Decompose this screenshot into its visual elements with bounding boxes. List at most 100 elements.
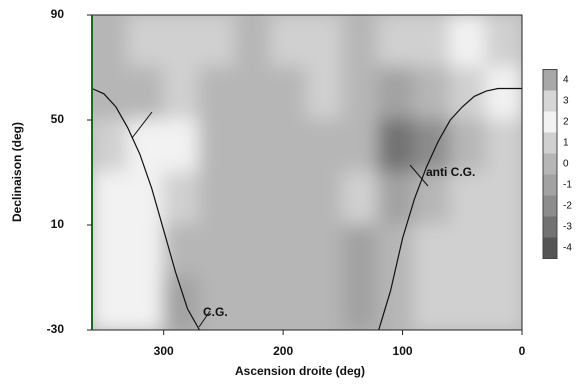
heat-cell xyxy=(485,276,522,330)
heat-cell xyxy=(126,119,165,174)
heat-cell xyxy=(162,224,201,279)
colorbar-tick-label: -1 xyxy=(563,180,572,191)
y-tick-label: 10 xyxy=(51,217,65,231)
heat-cell xyxy=(485,66,522,121)
colorbar-cell xyxy=(543,195,557,217)
x-tick-label: 200 xyxy=(273,344,293,358)
colorbar-cell xyxy=(543,174,557,196)
heat-cell xyxy=(126,276,165,330)
y-tick-label: 50 xyxy=(51,112,65,126)
heat-cell xyxy=(92,15,129,69)
heat-cell xyxy=(341,276,380,330)
gc-marker xyxy=(198,310,211,328)
heat-cell xyxy=(449,276,488,330)
colorbar-cell xyxy=(543,237,557,259)
heat-cell xyxy=(270,15,308,69)
heat-cell xyxy=(198,66,237,121)
heat-cell xyxy=(341,15,380,69)
heat-cell xyxy=(485,15,522,69)
heat-cell xyxy=(234,66,273,121)
galactic-plane xyxy=(92,87,201,330)
heat-cell xyxy=(306,224,344,279)
heat-cell xyxy=(449,224,488,279)
heat-cell xyxy=(449,119,488,174)
colorbar-tick-label: 2 xyxy=(563,117,569,128)
heat-cell xyxy=(270,224,308,279)
heat-cell xyxy=(413,66,452,121)
heat-cell xyxy=(126,66,165,121)
heat-cell xyxy=(377,119,416,174)
heat-cell xyxy=(92,224,129,279)
heat-cell xyxy=(377,66,416,121)
heat-cell xyxy=(485,119,522,174)
heat-cell xyxy=(126,224,165,279)
gc-marker xyxy=(131,111,153,139)
colorbar-tick-label: -4 xyxy=(563,243,572,254)
heat-cell xyxy=(341,119,380,174)
heat-cell xyxy=(198,119,237,174)
heat-cell xyxy=(413,276,452,330)
colorbar-tick-label: -3 xyxy=(563,222,572,233)
colorbar-cell xyxy=(543,111,557,133)
heat-cell xyxy=(126,15,165,69)
heat-cell xyxy=(162,119,201,174)
heat-cell xyxy=(413,171,452,226)
y-tick-label: 90 xyxy=(51,7,65,21)
colorbar-tick-label: 4 xyxy=(563,75,569,86)
colorbar-tick-label: 1 xyxy=(563,138,569,149)
heat-cell xyxy=(162,171,201,226)
heat-cell xyxy=(413,119,452,174)
colorbar-cell xyxy=(543,132,557,154)
colorbar-cell xyxy=(543,216,557,238)
heat-cell xyxy=(306,119,344,174)
heat-cell xyxy=(92,119,129,174)
y-tick-label: -30 xyxy=(47,322,65,336)
heat-cell xyxy=(377,276,416,330)
heat-cell xyxy=(270,276,308,330)
heat-cell xyxy=(126,171,165,226)
y-axis-label: Declinaison (deg) xyxy=(10,122,24,222)
curves xyxy=(92,87,522,330)
colorbar: 4 3 2 1 0 -1 -2 -3 -4 xyxy=(542,69,572,259)
heat-cell xyxy=(341,66,380,121)
heat-cell xyxy=(413,15,452,69)
colorbar-frame xyxy=(542,69,558,259)
heat-cell xyxy=(306,15,344,69)
heat-cell xyxy=(377,224,416,279)
heat-cell xyxy=(485,224,522,279)
heat-cell xyxy=(198,171,237,226)
heat-cell xyxy=(198,15,237,69)
heat-cell xyxy=(92,276,129,330)
heat-cell xyxy=(306,171,344,226)
anti-gc-marker xyxy=(409,164,429,187)
heat-cell xyxy=(270,171,308,226)
heat-cell xyxy=(341,171,380,226)
colorbar-tick-label: 3 xyxy=(563,96,569,107)
x-tick-label: 300 xyxy=(154,344,174,358)
heat-cell xyxy=(485,171,522,226)
heat-cell xyxy=(198,276,237,330)
heat-cell xyxy=(162,15,201,69)
heat-cell xyxy=(306,66,344,121)
heat-cell xyxy=(449,171,488,226)
heat-cell xyxy=(377,15,416,69)
heat-cell xyxy=(198,224,237,279)
heat-cell xyxy=(234,224,273,279)
heat-cell xyxy=(413,224,452,279)
heat-cell xyxy=(306,276,344,330)
x-axis-label: Ascension droite (deg) xyxy=(235,364,365,378)
heat-cell xyxy=(92,66,129,121)
annotation: anti C.G. xyxy=(426,165,475,179)
heat-cell xyxy=(341,224,380,279)
colorbar-cell xyxy=(543,90,557,112)
galactic-plane xyxy=(378,87,522,330)
annotation: C.G. xyxy=(203,305,228,319)
heat-cell xyxy=(234,119,273,174)
x-tick-label: 100 xyxy=(393,344,413,358)
heat-cell xyxy=(234,276,273,330)
heat-cell xyxy=(162,66,201,121)
heat-cell xyxy=(234,15,273,69)
colorbar-tick-label: 0 xyxy=(563,159,569,170)
heat-cell xyxy=(377,171,416,226)
